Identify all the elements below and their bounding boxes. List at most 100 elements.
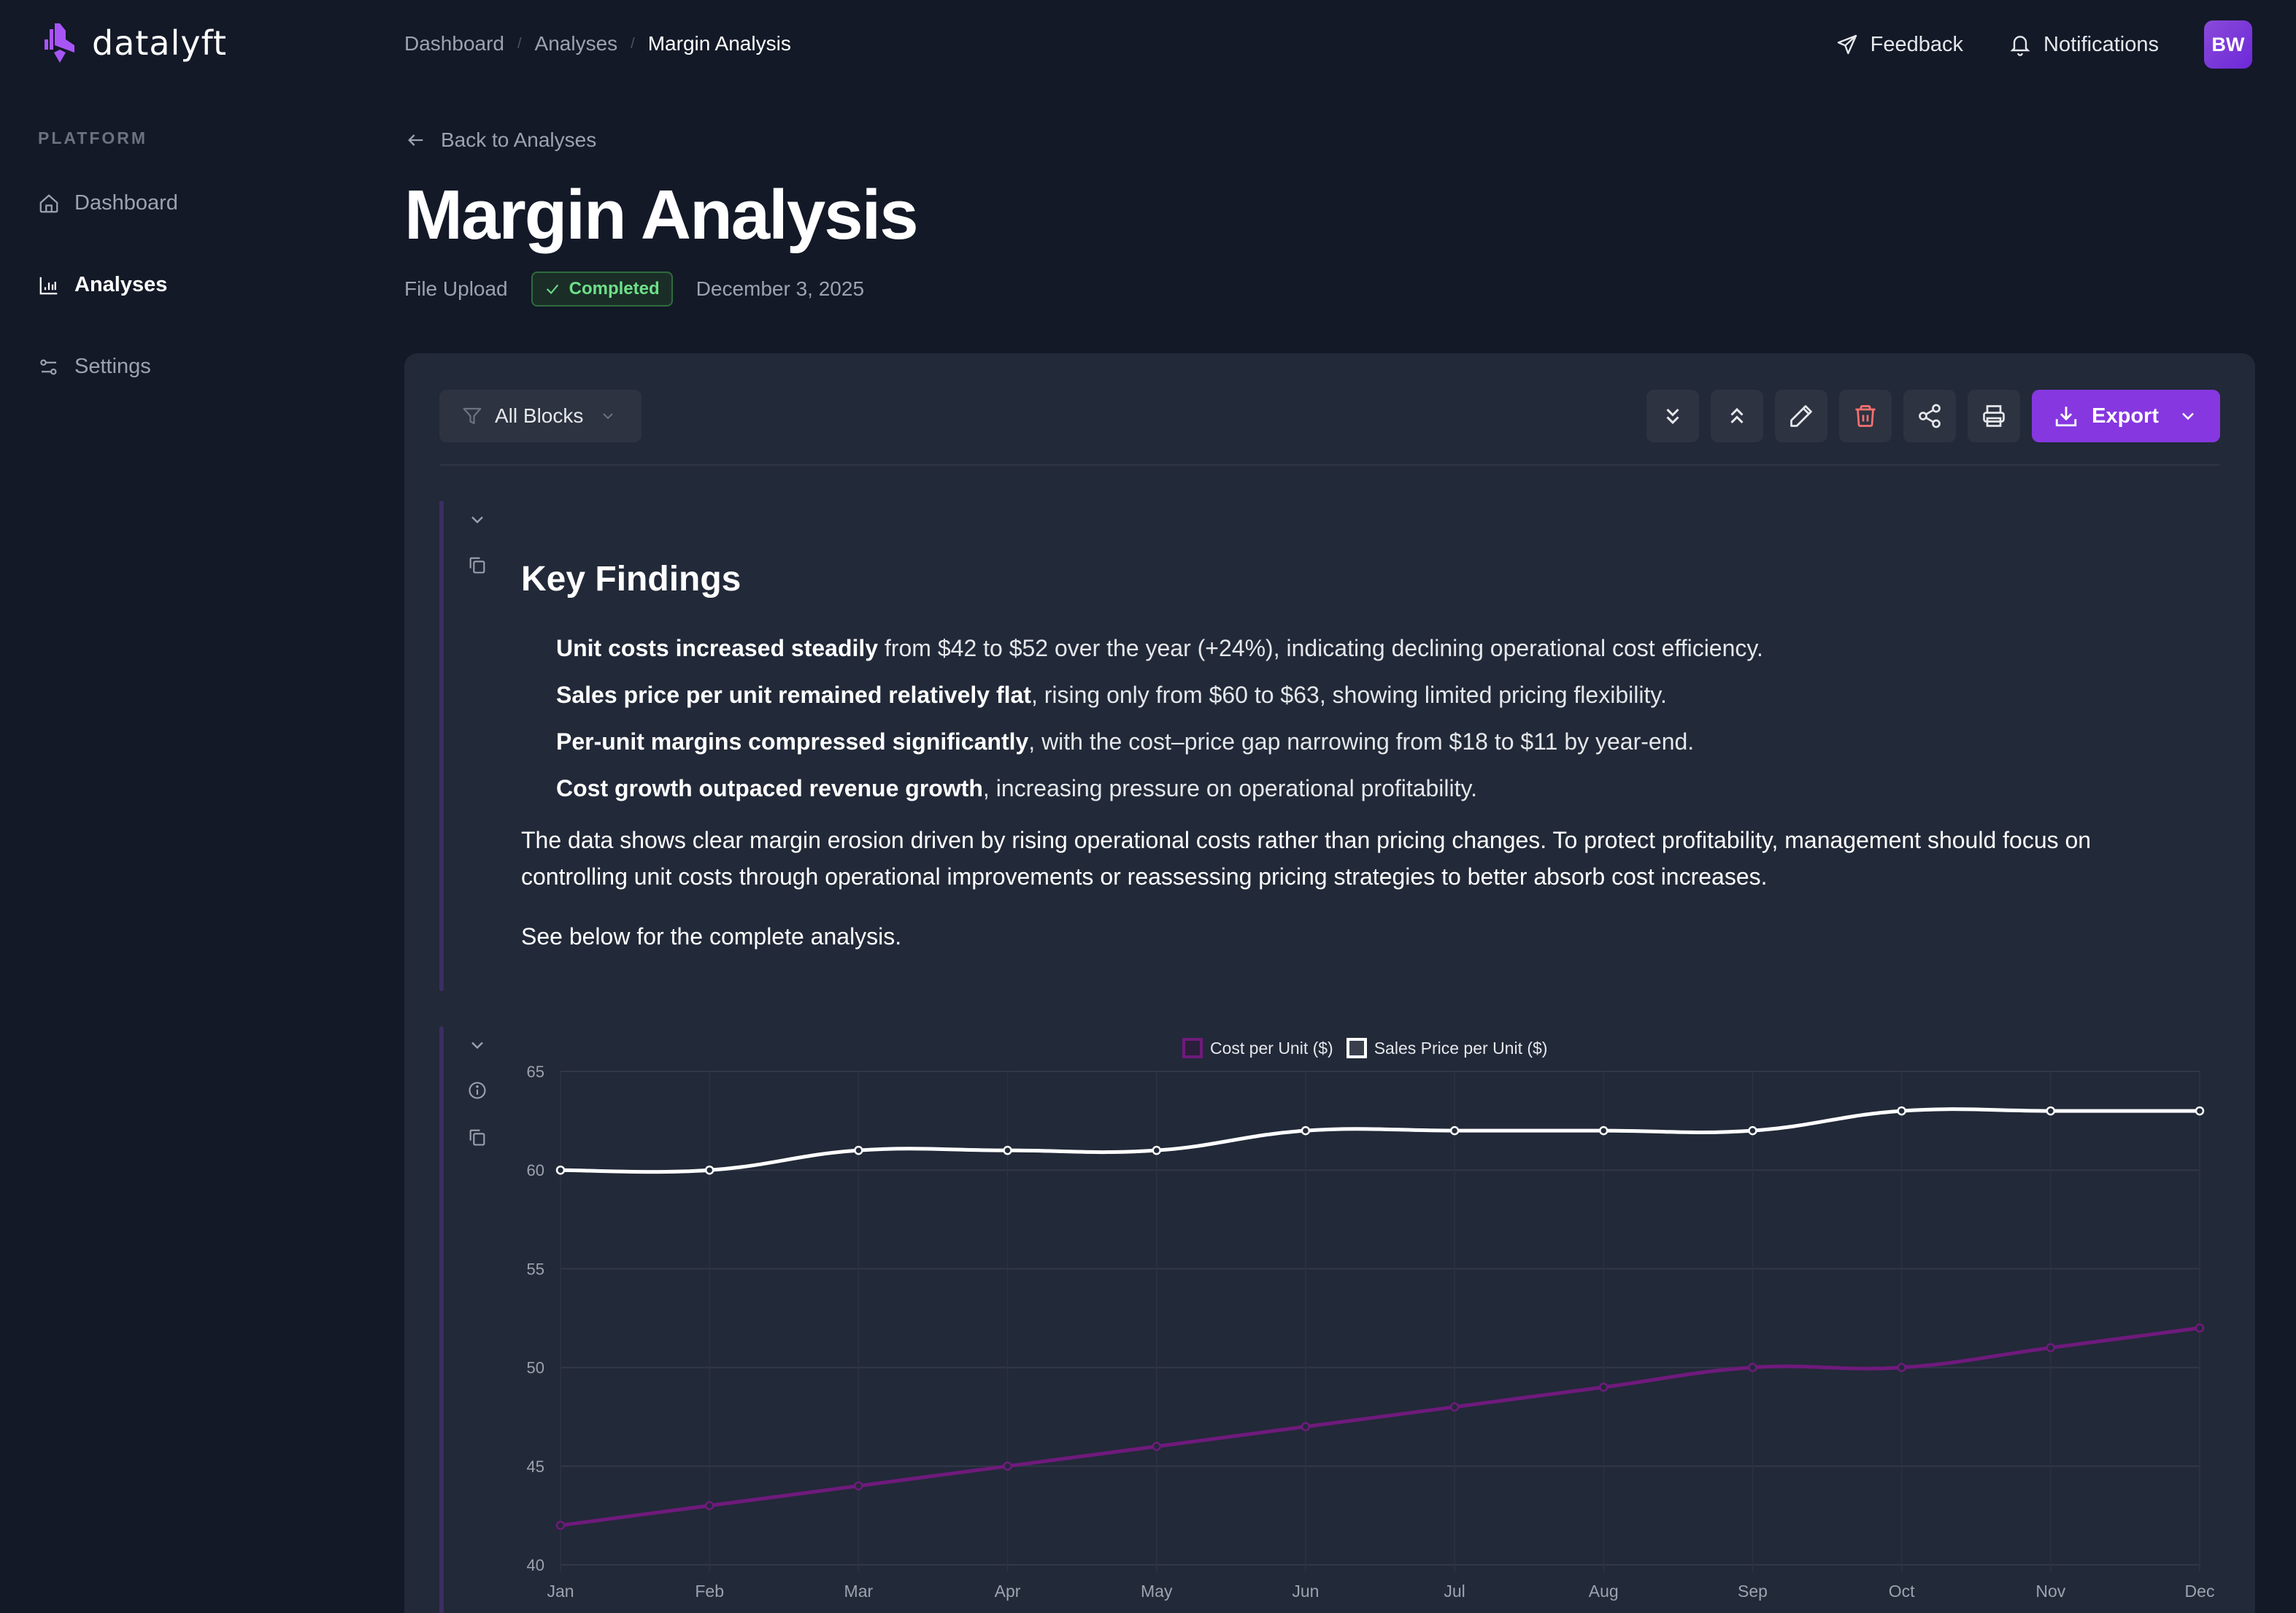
copy-block-button[interactable] — [467, 555, 488, 579]
svg-text:Sep: Sep — [1738, 1582, 1768, 1601]
copy-icon — [469, 1129, 485, 1146]
print-icon — [1983, 405, 2006, 427]
sidebar-section-label: PLATFORM — [38, 128, 148, 147]
copy-icon — [469, 557, 485, 574]
finding-item: Cost growth outpaced revenue growth, inc… — [556, 775, 1478, 801]
svg-text:40: 40 — [527, 1556, 544, 1574]
feedback-label: Feedback — [1870, 32, 1964, 56]
share-icon — [1919, 404, 1941, 428]
notifications-button[interactable]: Notifications — [2008, 33, 2159, 57]
svg-text:Aug: Aug — [1589, 1582, 1619, 1601]
svg-text:Jun: Jun — [1292, 1582, 1319, 1601]
sidebar-item-dashboard[interactable]: Dashboard — [38, 191, 178, 215]
send-icon — [1837, 34, 1857, 55]
svg-text:65: 65 — [527, 1063, 544, 1081]
block-indicator — [439, 501, 444, 991]
breadcrumb-analyses[interactable]: Analyses — [534, 32, 618, 55]
avatar[interactable]: BW — [2204, 20, 2252, 69]
legend-swatch — [1346, 1038, 1367, 1058]
export-button[interactable]: Export — [2032, 390, 2220, 442]
notifications-label: Notifications — [2043, 32, 2159, 56]
delete-button[interactable] — [1839, 390, 1892, 442]
bell-icon — [2010, 36, 2030, 56]
sidebar-item-label: Dashboard — [74, 191, 178, 215]
sidebar-item-settings[interactable]: Settings — [38, 355, 151, 379]
finding-item: Unit costs increased steadily from $42 t… — [556, 635, 1763, 661]
breadcrumb-dashboard[interactable]: Dashboard — [404, 32, 504, 55]
svg-text:60: 60 — [527, 1161, 544, 1179]
source-label: File Upload — [404, 277, 508, 300]
svg-text:Oct: Oct — [1889, 1582, 1915, 1601]
svg-text:Dec: Dec — [2185, 1582, 2215, 1601]
key-findings-title: Key Findings — [521, 560, 741, 598]
see-below-text: See below for the complete analysis. — [521, 923, 902, 950]
line-chart: 40 45 50 55 60 65 Jan Feb Mar Apr May Jun Jul Aug Sep O… — [527, 1063, 2215, 1601]
chevron-down-icon — [603, 413, 614, 420]
sidebar-item-analyses[interactable]: Analyses — [38, 273, 167, 297]
finding-item: Sales price per unit remained relatively… — [556, 682, 1667, 708]
page-title: Margin Analysis — [404, 176, 919, 254]
toolbar-divider — [439, 464, 2220, 466]
arrow-left-icon — [408, 134, 423, 146]
download-icon — [2055, 407, 2077, 427]
date-label: December 3, 2025 — [696, 277, 865, 300]
chevron-down-icon — [471, 516, 483, 524]
legend-item-sales-price[interactable]: Sales Price per Unit ($) — [1346, 1038, 1547, 1058]
breadcrumb-current: Margin Analysis — [647, 32, 791, 55]
findings-list: Unit costs increased steadily from $42 t… — [556, 625, 2162, 812]
edit-button[interactable] — [1775, 390, 1828, 442]
copy-block-button[interactable] — [467, 1127, 488, 1151]
finding-item: Per-unit margins compressed significantl… — [556, 728, 1695, 755]
filter-icon — [463, 407, 482, 425]
block-indicator — [439, 1026, 444, 1613]
svg-text:50: 50 — [527, 1359, 544, 1377]
sidebar-item-label: Analyses — [74, 273, 168, 296]
home-icon — [39, 193, 58, 212]
sliders-icon — [40, 359, 57, 374]
edit-icon — [1790, 405, 1813, 427]
analysis-card: All Blocks Export — [404, 353, 2255, 1613]
brand-name: datalyft — [92, 23, 228, 63]
collapse-all-icon — [1730, 407, 1744, 424]
export-label: Export — [2092, 404, 2159, 428]
svg-text:Apr: Apr — [995, 1582, 1021, 1601]
chart-legend: Cost per Unit ($) Sales Price per Unit (… — [1182, 1038, 1547, 1058]
trash-icon — [1855, 405, 1876, 427]
share-button[interactable] — [1903, 390, 1957, 442]
print-button[interactable] — [1968, 390, 2021, 442]
sidebar-item-label: Settings — [74, 355, 151, 378]
collapse-block-button[interactable] — [467, 1035, 488, 1059]
logo-icon — [45, 23, 74, 63]
chevron-down-icon — [2182, 412, 2194, 420]
back-to-analyses-link[interactable]: Back to Analyses — [406, 128, 596, 152]
status-badge: Completed — [531, 272, 673, 307]
breadcrumb-separator: / — [517, 35, 522, 52]
collapse-all-button[interactable] — [1711, 390, 1764, 442]
svg-text:May: May — [1141, 1582, 1173, 1601]
block-filter-dropdown[interactable]: All Blocks — [439, 390, 642, 442]
svg-text:Feb: Feb — [695, 1582, 724, 1601]
svg-text:Jul: Jul — [1444, 1582, 1465, 1601]
info-button[interactable] — [467, 1080, 488, 1104]
feedback-button[interactable]: Feedback — [1835, 33, 1963, 57]
legend-swatch — [1182, 1038, 1203, 1058]
top-actions: Feedback Notifications BW — [1835, 20, 2252, 69]
svg-text:Jan: Jan — [547, 1582, 574, 1601]
svg-text:45: 45 — [527, 1458, 544, 1476]
collapse-block-button[interactable] — [467, 509, 488, 534]
check-icon — [546, 284, 558, 294]
logo[interactable]: datalyft — [44, 20, 227, 66]
svg-text:55: 55 — [527, 1260, 544, 1278]
status-label: Completed — [569, 279, 660, 299]
expand-all-button[interactable] — [1646, 390, 1700, 442]
breadcrumb-separator: / — [631, 35, 635, 52]
bar-chart-icon — [39, 277, 58, 294]
chevron-down-icon — [471, 1042, 483, 1050]
filter-label: All Blocks — [495, 404, 584, 427]
meta-row: File Upload Completed December 3, 2025 — [404, 272, 864, 307]
legend-item-cost[interactable]: Cost per Unit ($) — [1182, 1038, 1333, 1058]
expand-all-icon — [1666, 408, 1679, 425]
back-label: Back to Analyses — [441, 128, 597, 151]
findings-summary: The data shows clear margin erosion driv… — [521, 827, 2092, 890]
toolbar: Export — [1646, 390, 2220, 442]
